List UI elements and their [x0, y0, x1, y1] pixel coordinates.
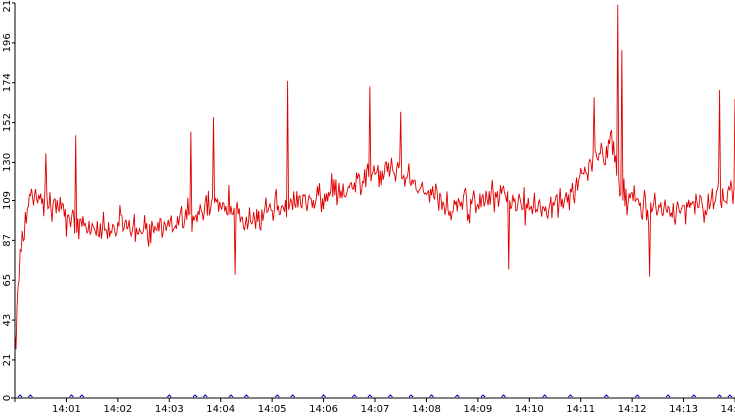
- y-tick-label-152: 152: [2, 113, 13, 132]
- series-mark-blue-16: [429, 394, 434, 398]
- x-tick-label-14:10: 14:10: [515, 404, 544, 415]
- series-layer: [14, 4, 735, 398]
- series-mark-blue-20: [542, 394, 548, 398]
- series-mark-blue-5: [192, 394, 198, 398]
- series-mark-blue-19: [501, 394, 506, 398]
- series-mark-blue-7: [228, 394, 234, 398]
- y-tick-label-196: 196: [2, 33, 13, 52]
- x-tick-label-14:13: 14:13: [669, 404, 698, 415]
- series-mark-blue-8: [244, 394, 249, 398]
- series-mark-blue-21: [568, 394, 573, 398]
- series-mark-blue-1: [28, 394, 33, 398]
- series-mark-blue-14: [388, 394, 393, 398]
- series-mark-blue-27: [727, 394, 733, 398]
- y-tick-label-174: 174: [2, 73, 13, 92]
- series-mark-blue-26: [717, 394, 722, 398]
- y-tick-label-43: 43: [2, 314, 13, 327]
- y-tick-label-87: 87: [2, 234, 13, 247]
- series-mark-blue-24: [665, 394, 671, 398]
- x-tick-label-14:11: 14:11: [566, 404, 595, 415]
- y-tick-label-65: 65: [2, 274, 13, 287]
- x-tick-label-14:12: 14:12: [618, 404, 647, 415]
- x-tick-label-14:04: 14:04: [206, 404, 235, 415]
- y-tick-label-218: 218: [2, 0, 13, 13]
- series-mark-blue-17: [454, 394, 460, 398]
- series-mark-blue-13: [367, 394, 373, 398]
- y-tick-label-109: 109: [2, 191, 13, 210]
- x-tick-label-14:09: 14:09: [463, 404, 492, 415]
- series-mark-blue-9: [274, 394, 280, 398]
- x-tick-label-14:01: 14:01: [52, 404, 81, 415]
- x-tick-label-14:02: 14:02: [103, 404, 132, 415]
- series-mark-blue-22: [604, 394, 609, 398]
- series-mark-blue-3: [79, 394, 85, 398]
- y-tick-label-0: 0: [2, 395, 13, 401]
- x-tick-label-14:07: 14:07: [361, 404, 390, 415]
- series-mark-blue-0: [17, 394, 23, 398]
- series-mark-blue-4: [166, 394, 172, 398]
- x-tick-label-14:08: 14:08: [412, 404, 441, 415]
- x-tick-label-14:14: 14:14: [721, 404, 735, 415]
- y-tick-label-21: 21: [2, 354, 13, 367]
- series-mark-blue-12: [352, 394, 357, 398]
- y-tick-label-130: 130: [2, 153, 13, 172]
- series-mark-blue-2: [69, 394, 74, 398]
- series-mark-blue-15: [408, 394, 414, 398]
- x-tick-label-14:03: 14:03: [155, 404, 184, 415]
- series-mark-blue-6: [202, 394, 208, 398]
- series-mark-blue-25: [691, 394, 697, 398]
- series-mark-blue-23: [634, 394, 640, 398]
- series-line-red: [14, 4, 735, 350]
- series-mark-blue-11: [321, 394, 326, 398]
- series-mark-blue-18: [480, 394, 486, 398]
- series-mark-blue-10: [290, 394, 296, 398]
- x-tick-label-14:05: 14:05: [258, 404, 287, 415]
- x-tick-label-14:06: 14:06: [309, 404, 338, 415]
